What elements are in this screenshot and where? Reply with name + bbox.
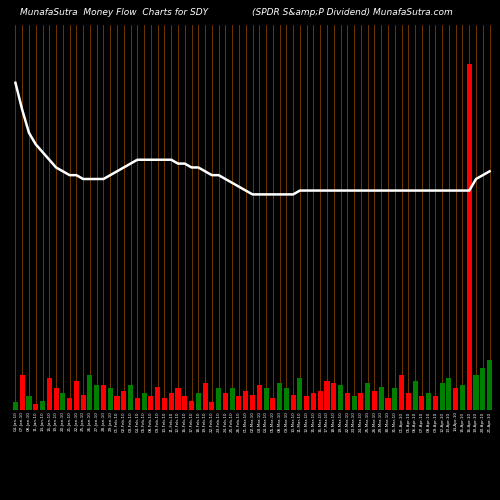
Bar <box>406 393 411 410</box>
Bar <box>338 386 343 410</box>
Bar <box>196 393 201 410</box>
Bar <box>412 380 418 410</box>
Bar <box>453 388 458 410</box>
Bar <box>345 393 350 410</box>
Bar <box>474 376 478 410</box>
Bar <box>433 396 438 410</box>
Bar <box>13 402 18 410</box>
Bar <box>318 391 323 410</box>
Bar <box>311 393 316 410</box>
Bar <box>284 388 289 410</box>
Bar <box>162 398 167 410</box>
Bar <box>378 387 384 410</box>
Bar <box>236 396 242 410</box>
Bar <box>243 391 248 410</box>
Bar <box>210 402 214 410</box>
Bar <box>426 393 431 410</box>
Bar <box>26 396 32 410</box>
Bar <box>270 398 276 410</box>
Bar <box>277 383 282 410</box>
Bar <box>440 383 444 410</box>
Bar <box>46 378 52 410</box>
Bar <box>54 388 59 410</box>
Bar <box>324 380 330 410</box>
Bar <box>135 398 140 410</box>
Bar <box>365 383 370 410</box>
Bar <box>114 396 119 410</box>
Bar <box>155 387 160 410</box>
Bar <box>487 360 492 410</box>
Bar <box>122 391 126 410</box>
Bar <box>331 383 336 410</box>
Bar <box>480 368 486 410</box>
Bar <box>67 398 72 410</box>
Bar <box>446 378 452 410</box>
Bar <box>223 393 228 410</box>
Bar <box>80 394 86 410</box>
Text: (SPDR S&amp;P Dividend) MunafaSutra.com: (SPDR S&amp;P Dividend) MunafaSutra.com <box>252 8 453 18</box>
Bar <box>148 396 154 410</box>
Bar <box>386 398 390 410</box>
Bar <box>420 396 424 410</box>
Bar <box>392 388 398 410</box>
Bar <box>264 388 268 410</box>
Bar <box>40 401 45 410</box>
Bar <box>189 401 194 410</box>
Bar <box>101 386 106 410</box>
Bar <box>20 376 24 410</box>
Bar <box>74 380 79 410</box>
Bar <box>290 394 296 410</box>
Bar <box>60 393 66 410</box>
Bar <box>216 388 221 410</box>
Bar <box>168 393 174 410</box>
Text: MunafaSutra  Money Flow  Charts for SDY: MunafaSutra Money Flow Charts for SDY <box>20 8 208 18</box>
Bar <box>88 376 92 410</box>
Bar <box>358 393 364 410</box>
Bar <box>298 378 302 410</box>
Bar <box>128 386 133 410</box>
Bar <box>182 396 188 410</box>
Bar <box>256 386 262 410</box>
Bar <box>230 388 234 410</box>
Bar <box>108 388 113 410</box>
Bar <box>466 64 472 410</box>
Bar <box>250 394 255 410</box>
Bar <box>94 386 99 410</box>
Bar <box>399 376 404 410</box>
Bar <box>176 388 180 410</box>
Bar <box>142 393 146 410</box>
Bar <box>460 386 465 410</box>
Bar <box>33 404 38 410</box>
Bar <box>202 383 207 410</box>
Bar <box>304 396 309 410</box>
Bar <box>352 396 356 410</box>
Bar <box>372 391 377 410</box>
